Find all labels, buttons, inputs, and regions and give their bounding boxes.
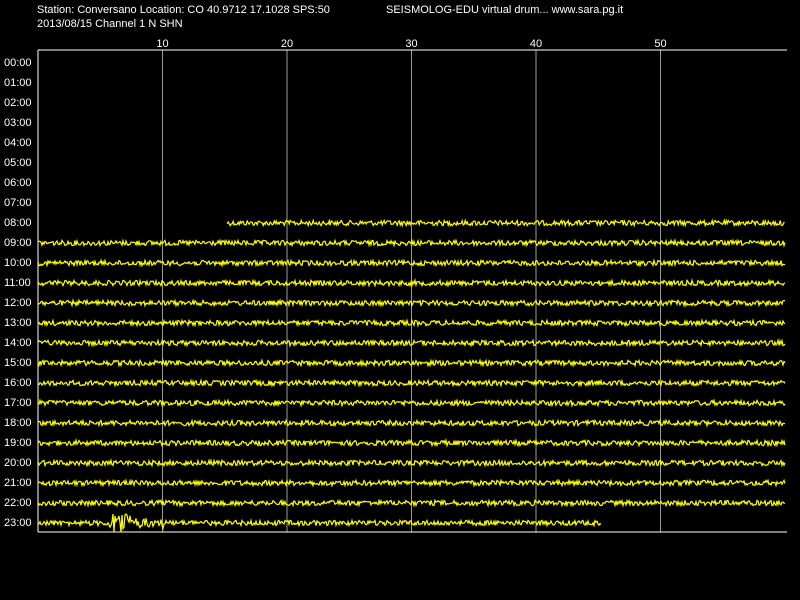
row-label: 12:00 — [4, 297, 32, 309]
trace — [37, 458, 786, 468]
row-label: 19:00 — [4, 437, 32, 449]
row-label: 06:00 — [4, 177, 32, 189]
row-label: 09:00 — [4, 237, 32, 249]
title: SEISMOLOG-EDU virtual drum... www.sara.p… — [386, 4, 623, 16]
row-label: 10:00 — [4, 257, 32, 269]
x-tick-label: 20 — [281, 38, 293, 50]
trace — [37, 278, 786, 288]
trace — [37, 418, 786, 428]
trace — [226, 218, 785, 228]
trace — [37, 258, 786, 268]
trace — [37, 378, 786, 388]
trace — [37, 478, 786, 488]
row-label: 04:00 — [4, 137, 32, 149]
row-label: 22:00 — [4, 497, 32, 509]
row-label: 05:00 — [4, 157, 32, 169]
trace — [37, 338, 786, 348]
trace — [37, 438, 786, 448]
date-channel: 2013/08/15 Channel 1 N SHN — [37, 18, 183, 30]
row-label: 20:00 — [4, 457, 32, 469]
row-label: 15:00 — [4, 357, 32, 369]
row-label: 13:00 — [4, 317, 32, 329]
row-label: 08:00 — [4, 217, 32, 229]
x-tick-label: 40 — [530, 38, 542, 50]
row-label: 03:00 — [4, 117, 32, 129]
row-label: 14:00 — [4, 337, 32, 349]
x-tick-label: 30 — [405, 38, 417, 50]
trace — [37, 318, 786, 328]
row-label: 11:00 — [4, 277, 31, 289]
row-label: 21:00 — [4, 477, 32, 489]
row-label: 18:00 — [4, 417, 32, 429]
trace — [37, 358, 786, 368]
row-label: 02:00 — [4, 97, 32, 109]
row-label: 23:00 — [4, 517, 32, 529]
row-label: 07:00 — [4, 197, 32, 209]
trace — [37, 398, 786, 408]
trace — [37, 513, 602, 533]
trace — [37, 498, 786, 508]
row-label: 16:00 — [4, 377, 32, 389]
trace — [37, 238, 786, 248]
x-tick-label: 10 — [156, 38, 168, 50]
row-label: 01:00 — [4, 77, 32, 89]
x-tick-label: 50 — [654, 38, 666, 50]
row-label: 00:00 — [4, 57, 32, 69]
trace — [37, 298, 786, 308]
row-label: 17:00 — [4, 397, 32, 409]
station-info: Station: Conversano Location: CO 40.9712… — [37, 4, 330, 16]
